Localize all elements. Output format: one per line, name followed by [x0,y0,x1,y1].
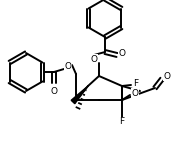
Text: O: O [90,55,98,64]
Polygon shape [71,86,88,104]
Text: O: O [164,71,171,81]
Text: O: O [118,49,125,57]
Text: O: O [64,61,71,71]
Text: F: F [133,78,139,87]
Text: O: O [51,86,58,96]
Text: O: O [131,88,139,97]
Text: F: F [120,117,125,127]
